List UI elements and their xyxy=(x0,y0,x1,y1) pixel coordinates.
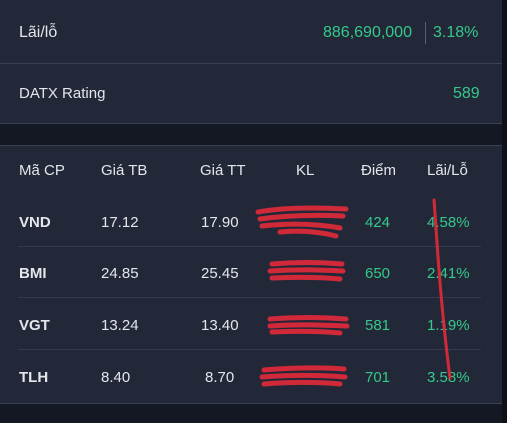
row-pnl: 2.41% xyxy=(427,265,470,282)
header-avg-price: Giá TB xyxy=(101,162,148,179)
row-symbol: BMI xyxy=(19,265,47,282)
row-symbol: VND xyxy=(19,214,51,231)
row-pnl: 4.58% xyxy=(427,214,470,231)
row-divider xyxy=(18,246,481,247)
pnl-value: 886,690,000 xyxy=(323,24,412,41)
row-symbol: VGT xyxy=(19,317,50,334)
row-score: 581 xyxy=(365,317,391,334)
section-divider-bottom xyxy=(0,145,502,146)
header-symbol: Mã CP xyxy=(19,162,65,179)
row-divider xyxy=(18,349,481,350)
row-pnl: 3.58% xyxy=(427,369,470,386)
summary-divider xyxy=(0,63,502,64)
row-market-price: 8.70 xyxy=(205,369,235,386)
row-market-price: 17.90 xyxy=(201,214,239,231)
pnl-percent: 3.18% xyxy=(433,24,479,41)
header-market-price: Giá TT xyxy=(200,162,246,179)
summary-card: Lãi/lỗ 886,690,000 3.18% DATX Rating 589 xyxy=(0,0,502,123)
row-market-price: 13.40 xyxy=(201,317,239,334)
row-avg-price: 24.85 xyxy=(101,265,139,282)
rating-value: 589 xyxy=(453,85,480,102)
row-avg-price: 17.12 xyxy=(101,214,139,231)
table-bottom-divider xyxy=(0,403,502,404)
row-score: 701 xyxy=(365,369,391,386)
window-edge xyxy=(502,0,507,423)
holdings-table xyxy=(0,146,502,403)
row-score: 650 xyxy=(365,265,391,282)
row-pnl: 1.19% xyxy=(427,317,470,334)
row-score: 424 xyxy=(365,214,391,231)
row-avg-price: 13.24 xyxy=(101,317,139,334)
header-volume: KL xyxy=(296,162,315,179)
rating-label: DATX Rating xyxy=(19,85,106,102)
row-divider xyxy=(18,297,481,298)
row-symbol: TLH xyxy=(19,369,49,386)
pnl-label: Lãi/lỗ xyxy=(19,24,58,41)
header-score: Điểm xyxy=(361,162,397,179)
header-pnl: Lãi/Lỗ xyxy=(427,162,468,179)
section-divider-top xyxy=(0,123,502,124)
row-avg-price: 8.40 xyxy=(101,369,131,386)
row-market-price: 25.45 xyxy=(201,265,239,282)
value-separator xyxy=(425,22,426,44)
